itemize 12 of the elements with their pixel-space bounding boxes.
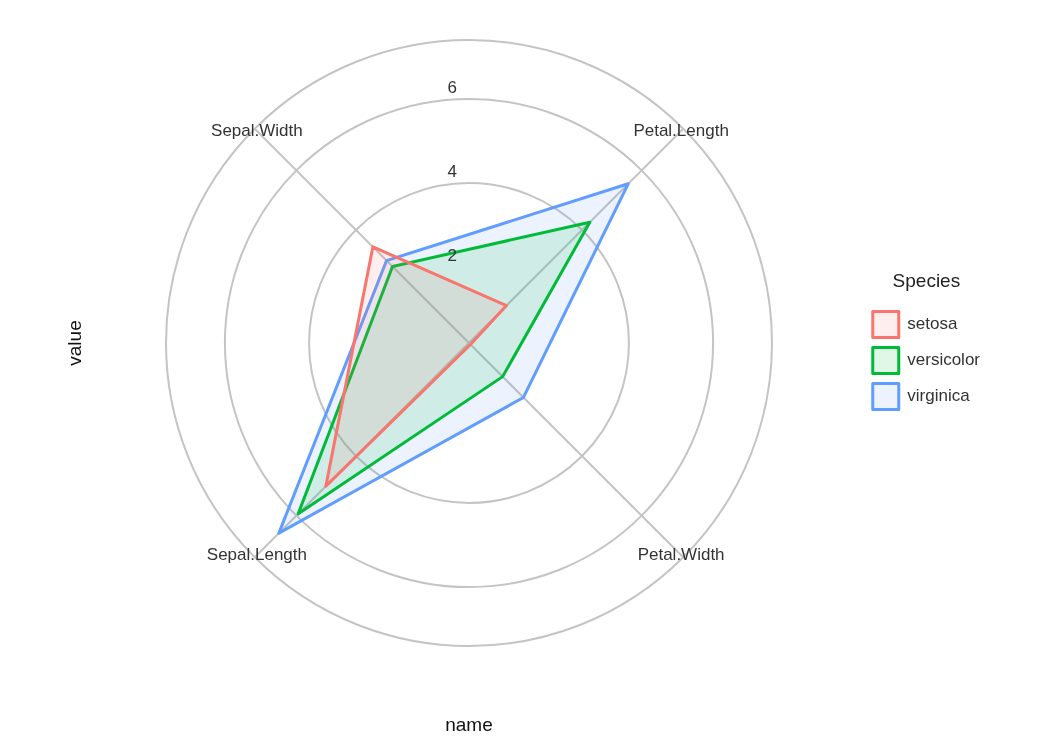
legend-title: Species <box>892 270 961 292</box>
text: value <box>64 320 86 366</box>
legend-label: setosa <box>907 314 958 334</box>
spoke-label: Sepal.Width <box>211 120 303 140</box>
y-tick-label: 6 <box>447 77 457 97</box>
text: name <box>445 714 493 736</box>
spoke-label: Sepal.Length <box>206 544 307 564</box>
spoke-label: Petal.Length <box>633 120 729 140</box>
legend-label: versicolor <box>907 350 981 370</box>
spoke-label: Petal.Width <box>637 544 725 564</box>
legend-label: virginica <box>907 386 971 406</box>
y-tick-label: 4 <box>447 161 457 181</box>
